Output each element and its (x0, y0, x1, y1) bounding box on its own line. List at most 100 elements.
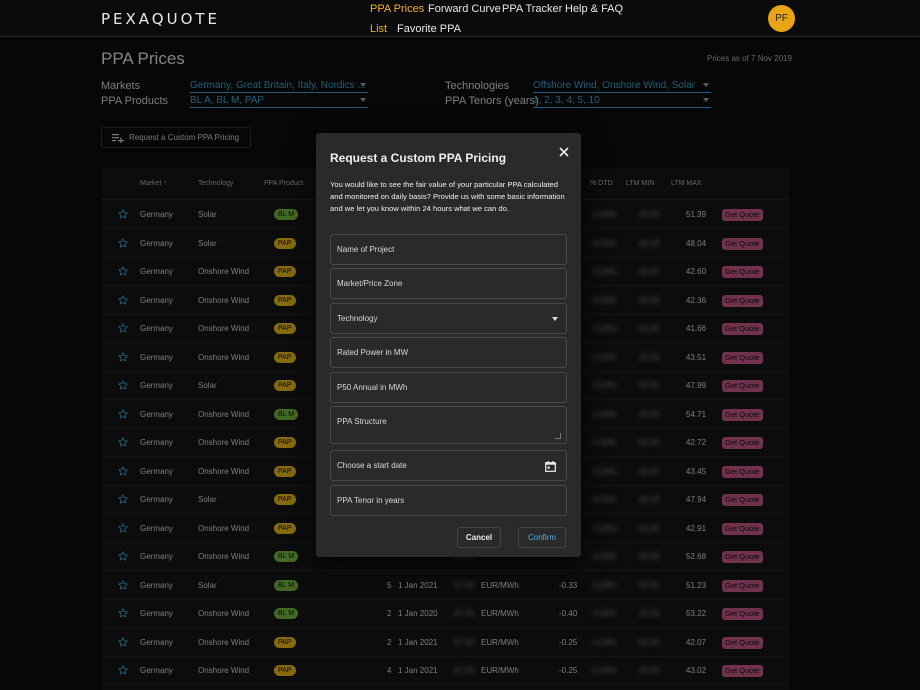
cell-dtd-hidden: -0.00% (591, 637, 617, 647)
technologies-value: Offshore Wind, Onshore Wind, Solar (533, 80, 696, 91)
get-quote-button[interactable]: Get Quote (722, 665, 763, 677)
get-quote-button[interactable]: Get Quote (722, 494, 763, 506)
get-quote-button[interactable]: Get Quote (722, 237, 763, 250)
cell-technology: Onshore Wind (198, 666, 250, 675)
product-badge: PAP (274, 294, 296, 306)
get-quote-button[interactable]: Get Quote (722, 266, 763, 278)
cell-tenor: 2 (387, 609, 392, 618)
header-market[interactable]: Market ↑ (140, 180, 167, 187)
cell-ltm-min-hidden: 00.00 (639, 637, 660, 647)
subnav-favorite-ppa[interactable]: Favorite PPA (397, 23, 461, 35)
get-quote-button[interactable]: Get Quote (722, 209, 763, 221)
technologies-select[interactable]: Offshore Wind, Onshore Wind, Solar (533, 80, 711, 93)
get-quote-button[interactable]: Get Quote (722, 408, 763, 421)
cell-start-date: 1 Jan 2021 (398, 580, 438, 590)
ppa-tenors-label: PPA Tenors (years) (445, 95, 539, 107)
request-custom-pricing-button[interactable]: Request a Custom PPA Pricing (101, 127, 251, 148)
logo: PEXAQUOTE (101, 10, 221, 28)
nav-help-faq[interactable]: Help & FAQ (565, 3, 624, 15)
nav-forward-curve[interactable]: Forward Curve (428, 3, 501, 15)
header-ltm-min[interactable]: LTM MIN (626, 180, 655, 187)
star-outline-icon[interactable] (117, 636, 129, 648)
ppa-tenors-select[interactable]: 1, 2, 3, 4, 5, 10 (533, 95, 711, 108)
calendar-icon[interactable] (545, 461, 556, 472)
resize-handle-icon[interactable] (555, 433, 561, 439)
cell-ltm-min-hidden: 00.00 (639, 295, 660, 305)
ppa-structure-textarea[interactable]: PPA Structure (330, 406, 567, 444)
arrow-up-icon: ↑ (163, 180, 167, 187)
star-outline-icon[interactable] (117, 579, 129, 591)
cell-dtd-hidden: -0.00% (591, 523, 617, 533)
product-badge: PAP (274, 351, 296, 363)
header-technology[interactable]: Technology (198, 180, 234, 187)
header-dtd[interactable]: % DTD (590, 180, 613, 187)
get-quote-button[interactable]: Get Quote (722, 608, 763, 620)
p50-placeholder: P50 Annual in MWh (337, 383, 408, 392)
star-outline-icon[interactable] (117, 208, 129, 220)
cell-technology: Solar (198, 238, 217, 248)
market-zone-field[interactable]: Market/Price Zone (330, 268, 567, 299)
header-ppa-product[interactable]: PPA Product (264, 180, 304, 187)
confirm-button[interactable]: Confirm (518, 527, 566, 548)
cell-technology: Onshore Wind (198, 324, 250, 333)
header-ltm-max[interactable]: LTM MAX (671, 180, 702, 187)
star-outline-icon[interactable] (117, 351, 129, 363)
dialog-description: You would like to see the fair value of … (330, 180, 565, 213)
star-outline-icon[interactable] (117, 522, 129, 534)
start-date-field[interactable]: Choose a start date (330, 450, 567, 481)
table-row: Germany Onshore Wind BL M 2 1 Jan 2020 47.00 E… (102, 600, 789, 628)
get-quote-button[interactable]: Get Quote (722, 522, 763, 535)
cell-ltm-min-hidden: 00.00 (639, 609, 660, 618)
technology-select[interactable]: Technology (330, 303, 567, 334)
star-outline-icon[interactable] (117, 379, 129, 391)
star-outline-icon[interactable] (117, 322, 129, 334)
cell-price-hidden: 47.00 (454, 666, 475, 675)
star-outline-icon[interactable] (117, 465, 129, 477)
ppa-products-select[interactable]: BL A, BL M, PAP (190, 95, 368, 108)
get-quote-button[interactable]: Get Quote (722, 551, 763, 563)
get-quote-button[interactable]: Get Quote (722, 380, 763, 392)
avatar[interactable]: PF (768, 5, 795, 32)
cell-unit: EUR/MWh (481, 609, 519, 618)
cell-tenor: 5 (387, 580, 392, 590)
get-quote-button[interactable]: Get Quote (722, 437, 763, 449)
cell-market: Germany (140, 409, 173, 419)
star-outline-icon[interactable] (117, 607, 129, 619)
star-outline-icon[interactable] (117, 265, 129, 277)
star-outline-icon[interactable] (117, 294, 129, 306)
star-outline-icon[interactable] (117, 408, 129, 420)
nav-ppa-prices[interactable]: PPA Prices (370, 3, 425, 15)
cell-ltm-min-hidden: 00.00 (639, 352, 660, 362)
market-zone-placeholder: Market/Price Zone (337, 279, 403, 288)
cancel-button[interactable]: Cancel (457, 527, 501, 548)
get-quote-button[interactable]: Get Quote (722, 323, 763, 335)
get-quote-button[interactable]: Get Quote (722, 579, 763, 592)
get-quote-button[interactable]: Get Quote (722, 636, 763, 649)
tenor-field[interactable]: PPA Tenor in years (330, 485, 567, 516)
subnav-list[interactable]: List (370, 23, 388, 35)
rated-power-field[interactable]: Rated Power in MW (330, 337, 567, 368)
star-outline-icon[interactable] (117, 664, 129, 676)
project-name-field[interactable]: Name of Project (330, 234, 567, 265)
table-row: Germany Onshore Wind PAP 4 1 Jan 2021 47.00 EU… (102, 657, 789, 685)
get-quote-button[interactable]: Get Quote (722, 351, 763, 364)
cell-ltm-max: 42.07 (686, 637, 707, 647)
star-outline-icon[interactable] (117, 436, 129, 448)
star-outline-icon[interactable] (117, 237, 129, 249)
cell-change: -0.40 (559, 609, 578, 618)
star-outline-icon[interactable] (117, 493, 129, 505)
ppa-products-value: BL A, BL M, PAP (190, 95, 265, 106)
cell-ltm-max: 52.68 (686, 552, 707, 561)
product-badge: PAP (274, 522, 296, 534)
nav-ppa-tracker[interactable]: PPA Tracker (502, 3, 563, 15)
get-quote-button[interactable]: Get Quote (722, 465, 763, 478)
get-quote-button[interactable]: Get Quote (722, 294, 763, 307)
cell-dtd-hidden: -0.00% (591, 352, 617, 362)
cell-ltm-min-hidden: 00.00 (639, 580, 660, 590)
header-market-label: Market (140, 180, 162, 187)
cell-dtd-hidden: -0.00% (591, 238, 617, 248)
star-outline-icon[interactable] (117, 550, 129, 562)
p50-field[interactable]: P50 Annual in MWh (330, 372, 567, 403)
markets-select[interactable]: Germany, Great Britain, Italy, Nordics .… (190, 80, 368, 93)
close-icon[interactable] (557, 145, 571, 159)
